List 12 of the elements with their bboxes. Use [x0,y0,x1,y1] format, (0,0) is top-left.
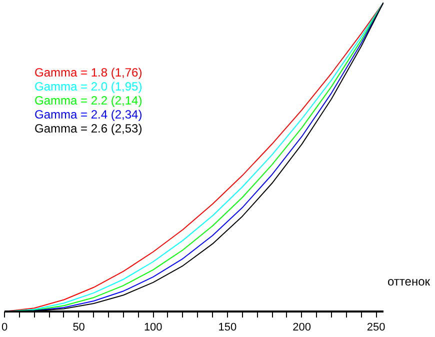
text: Gamma = 2.0 (1,95) [34,80,142,94]
text: Gamma = 1.8 (1,76) [34,66,142,80]
x-tick-label: 100 [144,322,162,334]
x-tick-label: 250 [366,322,386,334]
x-axis-title: оттенок [388,274,431,288]
x-tick-label: 50 [72,322,85,334]
text: Gamma = 2.6 (2,53) [34,122,142,136]
x-tick-label: 0 [1,322,8,334]
x-tick-label: 150 [218,322,237,334]
x-tick-label: 200 [292,322,311,334]
text: Gamma = 2.2 (2,14) [34,94,142,108]
text: Gamma = 2.4 (2,34) [34,108,142,122]
